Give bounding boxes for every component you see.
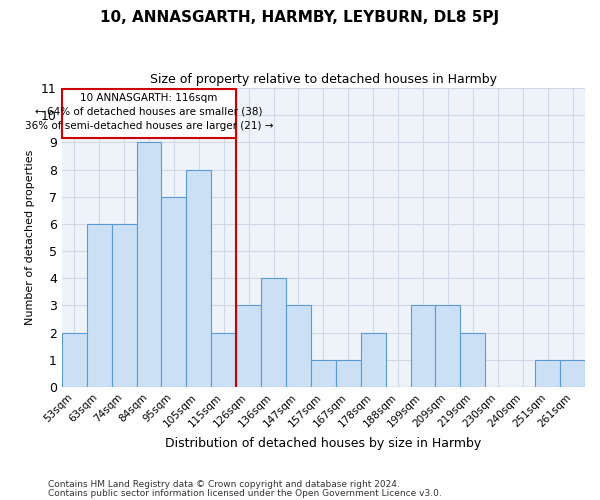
Text: Contains HM Land Registry data © Crown copyright and database right 2024.: Contains HM Land Registry data © Crown c… [48,480,400,489]
Bar [62,90,236,138]
Bar [535,360,560,387]
Y-axis label: Number of detached properties: Number of detached properties [25,150,35,325]
Bar [436,306,460,387]
Text: ← 64% of detached houses are smaller (38): ← 64% of detached houses are smaller (38… [35,106,263,116]
Bar [137,142,161,387]
Bar [86,224,112,387]
Text: Contains public sector information licensed under the Open Government Licence v3: Contains public sector information licen… [48,490,442,498]
Bar [211,332,236,387]
Bar [311,360,336,387]
Bar [187,170,211,387]
Bar [62,332,86,387]
Bar [336,360,361,387]
X-axis label: Distribution of detached houses by size in Harmby: Distribution of detached houses by size … [165,437,482,450]
Bar [112,224,137,387]
Bar [560,360,585,387]
Title: Size of property relative to detached houses in Harmby: Size of property relative to detached ho… [150,72,497,86]
Bar [361,332,386,387]
Bar [410,306,436,387]
Text: 10 ANNASGARTH: 116sqm: 10 ANNASGARTH: 116sqm [80,94,218,104]
Text: 10, ANNASGARTH, HARMBY, LEYBURN, DL8 5PJ: 10, ANNASGARTH, HARMBY, LEYBURN, DL8 5PJ [100,10,500,25]
Bar [261,278,286,387]
Bar [460,332,485,387]
Text: 36% of semi-detached houses are larger (21) →: 36% of semi-detached houses are larger (… [25,120,273,130]
Bar [286,306,311,387]
Bar [161,196,187,387]
Bar [236,306,261,387]
